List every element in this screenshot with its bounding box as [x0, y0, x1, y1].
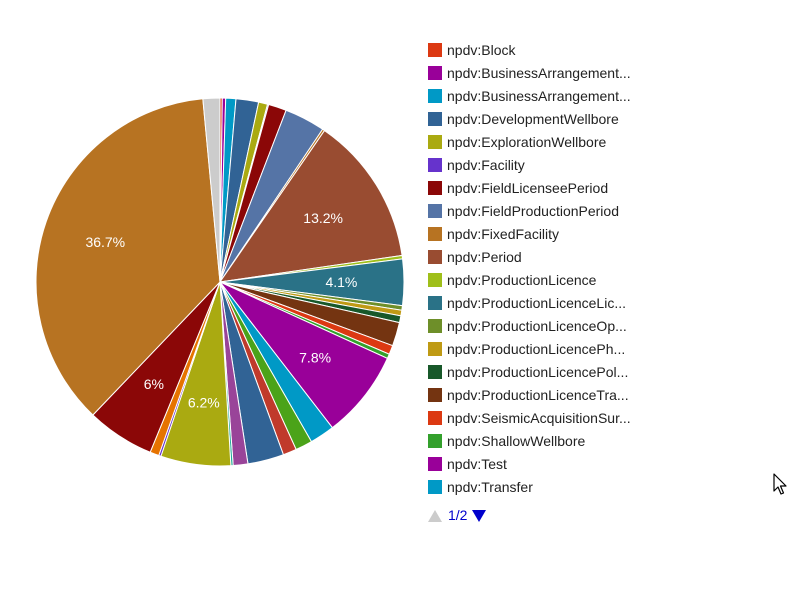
legend-swatch [428, 388, 442, 402]
legend-swatch [428, 296, 442, 310]
legend-swatch [428, 89, 442, 103]
legend-label: npdv:Transfer [447, 479, 533, 495]
legend: npdv:Block npdv:BusinessArrangement... npd… [428, 40, 718, 500]
legend-swatch [428, 112, 442, 126]
legend-item[interactable]: npdv:Transfer [428, 477, 718, 500]
legend-item[interactable]: npdv:FieldLicenseePeriod [428, 178, 718, 201]
legend-item[interactable]: npdv:BusinessArrangement... [428, 63, 718, 86]
legend-swatch [428, 181, 442, 195]
legend-item[interactable]: npdv:Test [428, 454, 718, 477]
legend-label: npdv:ProductionLicence [447, 272, 597, 288]
legend-label: npdv:Facility [447, 157, 525, 173]
legend-item[interactable]: npdv:BusinessArrangement... [428, 86, 718, 109]
pie-slice[interactable] [35, 98, 221, 416]
legend-label: npdv:ProductionLicenceTra... [447, 387, 629, 403]
pie-slice[interactable] [202, 97, 221, 283]
slice-percent-label: 36.7% [85, 234, 125, 250]
legend-item[interactable]: npdv:ProductionLicencePol... [428, 362, 718, 385]
legend-swatch [428, 204, 442, 218]
legend-swatch [428, 434, 442, 448]
legend-item[interactable]: npdv:ProductionLicenceOp... [428, 316, 718, 339]
legend-label: npdv:FieldProductionPeriod [447, 203, 619, 219]
legend-swatch [428, 342, 442, 356]
legend-item[interactable]: npdv:ProductionLicence [428, 270, 718, 293]
legend-label: npdv:ShallowWellbore [447, 433, 586, 449]
legend-swatch [428, 273, 442, 287]
legend-item[interactable]: npdv:FieldProductionPeriod [428, 201, 718, 224]
legend-label: npdv:BusinessArrangement... [447, 88, 631, 104]
legend-label: npdv:ExplorationWellbore [447, 134, 607, 150]
legend-item[interactable]: npdv:ProductionLicenceTra... [428, 385, 718, 408]
legend-swatch [428, 227, 442, 241]
legend-item[interactable]: npdv:SeismicAcquisitionSur... [428, 408, 718, 431]
pie-slice[interactable] [218, 129, 403, 283]
legend-label: npdv:DevelopmentWellbore [447, 111, 619, 127]
slice-percent-label: 4.1% [325, 274, 357, 290]
legend-swatch [428, 250, 442, 264]
legend-swatch [428, 66, 442, 80]
legend-item[interactable]: npdv:Block [428, 40, 718, 63]
legend-label: npdv:FieldLicenseePeriod [447, 180, 609, 196]
legend-swatch [428, 158, 442, 172]
slice-percent-label: 6.2% [188, 394, 220, 410]
legend-item[interactable]: npdv:FixedFacility [428, 224, 718, 247]
legend-item[interactable]: npdv:ExplorationWellbore [428, 132, 718, 155]
legend-item[interactable]: npdv:Facility [428, 155, 718, 178]
legend-label: npdv:SeismicAcquisitionSur... [447, 410, 631, 426]
legend-label: npdv:ProductionLicencePh... [447, 341, 626, 357]
legend-label: npdv:FixedFacility [447, 226, 560, 242]
slice-percent-label: 13.2% [303, 210, 343, 226]
legend-label: npdv:BusinessArrangement... [447, 65, 631, 81]
legend-item[interactable]: npdv:Period [428, 247, 718, 270]
legend-label: npdv:ProductionLicencePol... [447, 364, 629, 380]
triangle-down-icon[interactable] [472, 510, 486, 522]
pie-chart: 13.2% 4.1% 7.8% 6.2% 6% 36.7% [35, 97, 405, 467]
legend-item[interactable]: npdv:DevelopmentWellbore [428, 109, 718, 132]
legend-swatch [428, 411, 442, 425]
legend-swatch [428, 43, 442, 57]
legend-swatch [428, 319, 442, 333]
pie-slices [35, 97, 405, 467]
legend-label: npdv:ProductionLicenceLic... [447, 295, 626, 311]
pie-labels: 13.2% 4.1% 7.8% 6.2% 6% 36.7% [85, 210, 357, 410]
legend-swatch [428, 480, 442, 494]
triangle-up-icon [428, 510, 442, 522]
legend-item[interactable]: npdv:ShallowWellbore [428, 431, 718, 454]
legend-item[interactable]: npdv:ProductionLicenceLic... [428, 293, 718, 316]
slice-percent-label: 6% [144, 376, 164, 392]
legend-item[interactable]: npdv:ProductionLicencePh... [428, 339, 718, 362]
legend-swatch [428, 365, 442, 379]
legend-swatch [428, 457, 442, 471]
slice-percent-label: 7.8% [299, 350, 331, 366]
legend-label: npdv:Test [447, 456, 507, 472]
legend-swatch [428, 135, 442, 149]
legend-label: npdv:Block [447, 42, 516, 58]
legend-label: npdv:Period [447, 249, 522, 265]
legend-label: npdv:ProductionLicenceOp... [447, 318, 627, 334]
page-indicator: 1/2 [448, 507, 468, 523]
mouse-pointer-icon [773, 473, 787, 495]
